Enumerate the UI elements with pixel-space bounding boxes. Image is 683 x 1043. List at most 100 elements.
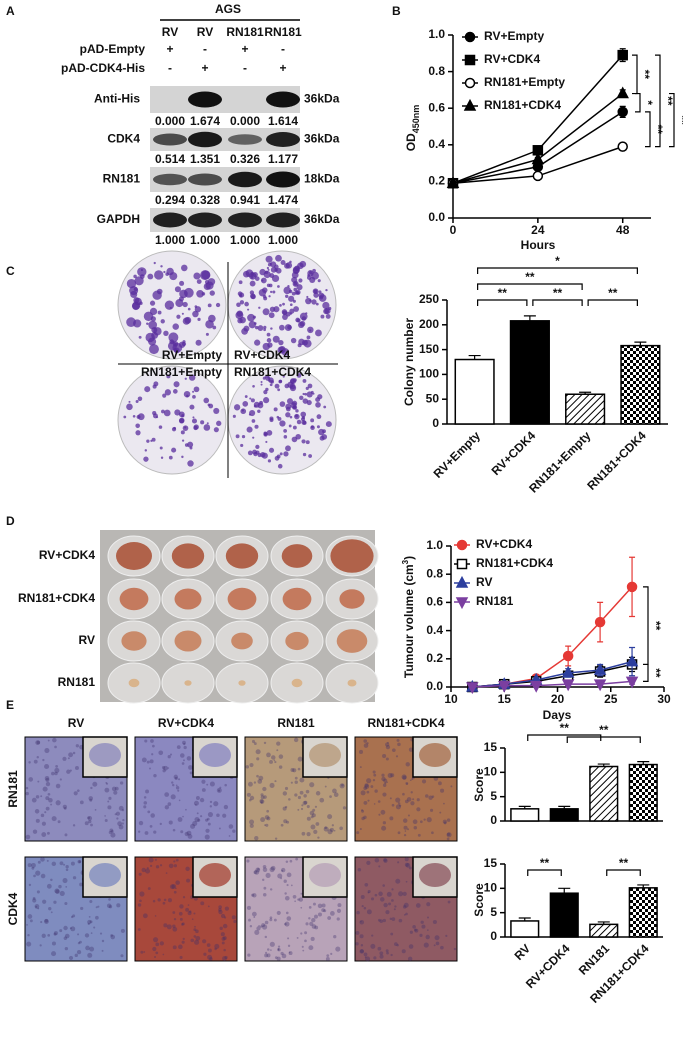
cell [63, 863, 66, 866]
cell [411, 778, 414, 781]
colony [126, 278, 137, 289]
cell [138, 830, 141, 833]
cell [42, 899, 47, 904]
blot-band [188, 91, 222, 108]
cell [285, 911, 289, 915]
cell [281, 867, 286, 873]
colony [264, 375, 267, 378]
cell [59, 778, 62, 781]
colony [263, 328, 266, 332]
colony [152, 384, 157, 389]
cell [373, 803, 376, 805]
blot-quant: 0.328 [190, 193, 220, 207]
legend-label: RV+Empty [484, 29, 544, 43]
cell [57, 820, 61, 824]
colony [265, 255, 273, 263]
cell [306, 816, 311, 821]
treatment-sign: + [166, 42, 173, 56]
cell [95, 906, 98, 909]
cell [300, 892, 303, 895]
y-axis-label: OD450nm [404, 105, 421, 152]
cell [209, 957, 213, 961]
cell [290, 884, 293, 887]
bar [589, 765, 619, 822]
cell [297, 756, 303, 762]
cell [359, 919, 365, 925]
cell [312, 813, 316, 818]
cell [145, 789, 150, 794]
cell [366, 790, 370, 794]
cell [280, 823, 284, 827]
colony [172, 389, 178, 394]
bar [565, 393, 606, 425]
marker [456, 558, 468, 570]
cell [416, 807, 421, 812]
cell [426, 902, 431, 907]
colony [184, 426, 187, 429]
y-tick-label: 0.6 [428, 100, 445, 114]
colony [277, 285, 280, 288]
cell [280, 951, 284, 956]
cell [309, 921, 314, 926]
cell [398, 804, 402, 807]
x-tick-label: RV+CDK4 [489, 428, 539, 478]
cell [37, 780, 40, 783]
colony [325, 421, 332, 428]
cell [177, 817, 183, 822]
cell [270, 865, 276, 871]
cell [178, 944, 183, 950]
cell [196, 812, 199, 815]
colony [292, 280, 299, 287]
marker [625, 676, 639, 689]
x-tick-label: 48 [616, 223, 630, 237]
blot-quant: 1.000 [155, 233, 185, 247]
cell [190, 823, 196, 829]
colony [293, 287, 298, 292]
colony-label: RN181+Empty [141, 365, 222, 379]
cell [390, 953, 393, 957]
cell [104, 787, 110, 793]
sig-label: ** [675, 115, 683, 125]
cell [426, 817, 432, 823]
colony [200, 270, 211, 281]
legend-label: RN181+CDK4 [476, 556, 553, 570]
cell [185, 808, 187, 811]
cell [299, 790, 304, 795]
y-axis-label-text: Score [472, 768, 486, 802]
cell [40, 813, 45, 818]
cell [41, 832, 47, 837]
colony [296, 419, 302, 425]
cell [218, 908, 222, 912]
cell [276, 956, 281, 961]
cell [201, 779, 206, 784]
blot-band [266, 91, 300, 108]
cell [35, 905, 38, 908]
colony [268, 295, 271, 298]
tumor [116, 542, 152, 570]
cell [304, 939, 307, 943]
cell [269, 888, 273, 891]
colony [289, 260, 292, 264]
x-tick-label: RV [512, 941, 534, 963]
cell [286, 916, 292, 921]
cell [269, 916, 273, 919]
cell [288, 951, 291, 954]
cell [384, 782, 387, 785]
cell [28, 883, 32, 887]
cell [194, 925, 196, 928]
colony [295, 289, 301, 295]
cell [228, 835, 231, 837]
y-axis-label: Colony number [402, 318, 416, 406]
cell [363, 815, 367, 820]
cell [302, 800, 307, 806]
blot-quant: 1.000 [268, 233, 298, 247]
blot-band [188, 131, 222, 148]
colony [293, 306, 299, 312]
colony [302, 378, 307, 383]
tumor-label: RV [79, 633, 95, 647]
cell [116, 903, 121, 908]
tumor [282, 587, 312, 611]
cell [402, 891, 407, 896]
cell [361, 809, 363, 812]
ihc-column: RN181 [277, 716, 315, 730]
